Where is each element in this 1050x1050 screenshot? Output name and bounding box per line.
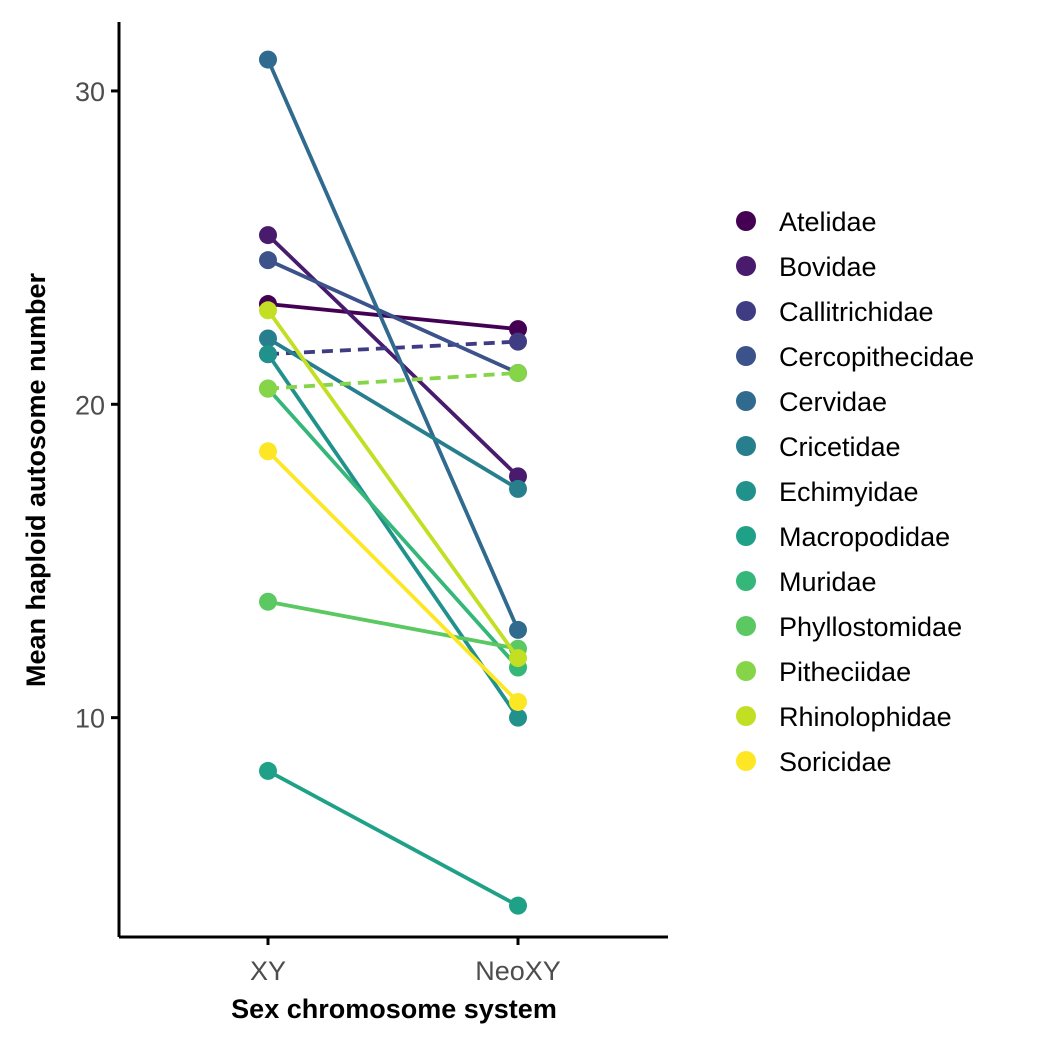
series-line: [267, 769, 519, 908]
series-rhinolophidae: [259, 301, 527, 668]
legend-label: Cricetidae: [779, 432, 901, 462]
legend-label: Pitheciidae: [779, 657, 911, 687]
legend-key: [736, 436, 756, 456]
legend-item: Echimyidae: [736, 477, 919, 507]
legend: Atelidae Bovidae Callitrichidae Cercopithec…: [736, 207, 974, 777]
data-point: [259, 251, 277, 270]
data-point: [509, 649, 527, 668]
legend-item: Atelidae: [736, 207, 877, 237]
legend-label: Soricidae: [779, 747, 892, 777]
series-line: [267, 371, 519, 391]
x-ticks: XY NeoXY: [250, 937, 561, 986]
data-point: [509, 479, 527, 498]
series-cercopithecidae: [259, 251, 527, 382]
y-tick-label: 20: [75, 390, 105, 420]
series-line: [266, 353, 520, 719]
legend-label: Rhinolophidae: [779, 702, 952, 732]
legend-label: Echimyidae: [779, 477, 919, 507]
series-line: [267, 258, 519, 375]
data-point: [509, 467, 527, 486]
legend-item: Soricidae: [736, 747, 892, 777]
legend-key: [736, 256, 756, 276]
series-echimyidae: [259, 345, 527, 727]
series-soricidae: [259, 442, 527, 711]
data-point: [259, 345, 277, 364]
data-point: [259, 329, 277, 348]
data-point: [509, 708, 527, 727]
legend-item: Muridae: [736, 567, 877, 597]
legend-key: [736, 211, 756, 231]
data-point: [259, 226, 277, 245]
legend-item: Rhinolophidae: [736, 702, 952, 732]
series-line: [266, 58, 520, 631]
data-point: [509, 896, 527, 915]
legend-label: Phyllostomidae: [779, 612, 962, 642]
legend-item: Cricetidae: [736, 432, 901, 462]
series-bovidae: [259, 226, 527, 486]
y-ticks: 10 20 30: [75, 77, 119, 734]
legend-label: Muridae: [779, 567, 877, 597]
x-tick-label: XY: [250, 956, 286, 986]
legend-key: [736, 571, 756, 591]
legend-item: Callitrichidae: [736, 297, 934, 327]
series-line: [267, 339, 519, 357]
legend-item: Pitheciidae: [736, 657, 911, 687]
series-line: [266, 233, 520, 478]
y-tick-label: 10: [75, 704, 105, 734]
series-line: [267, 336, 519, 491]
data-point: [259, 50, 277, 69]
legend-key: [736, 346, 756, 366]
legend-item: Macropodidae: [736, 522, 950, 552]
data-point: [259, 301, 277, 320]
x-axis-title: Sex chromosome system: [231, 994, 557, 1024]
series-pitheciidae: [259, 363, 527, 398]
legend-label: Cercopithecidae: [779, 342, 974, 372]
legend-key: [736, 301, 756, 321]
data-point: [509, 363, 527, 382]
data-point: [509, 332, 527, 351]
legend-item: Phyllostomidae: [736, 612, 962, 642]
series-cricetidae: [259, 329, 527, 498]
data-point: [259, 442, 277, 461]
y-tick-label: 30: [75, 77, 105, 107]
data-point: [259, 379, 277, 398]
series-line: [267, 599, 519, 651]
series-cervidae: [259, 50, 527, 639]
series-muridae: [259, 379, 527, 677]
legend-label: Bovidae: [779, 252, 877, 282]
series-layer: [259, 50, 527, 915]
series-line: [266, 449, 520, 704]
legend-key: [736, 481, 756, 501]
data-point: [509, 320, 527, 339]
axes: [117, 22, 668, 939]
legend-key: [736, 706, 756, 726]
legend-item: Bovidae: [736, 252, 877, 282]
data-point: [259, 592, 277, 611]
data-point: [509, 692, 527, 711]
series-line: [266, 387, 520, 669]
series-line: [266, 309, 520, 660]
legend-label: Callitrichidae: [779, 297, 934, 327]
data-point: [259, 761, 277, 780]
legend-key: [736, 616, 756, 636]
legend-label: Cervidae: [779, 387, 887, 417]
legend-label: Macropodidae: [779, 522, 950, 552]
series-macropodidae: [259, 761, 527, 915]
legend-item: Cervidae: [736, 387, 887, 417]
x-tick-label: NeoXY: [475, 956, 561, 986]
legend-key: [736, 751, 756, 771]
data-point: [509, 620, 527, 639]
legend-key: [736, 661, 756, 681]
y-axis-title: Mean haploid autosome number: [21, 272, 51, 687]
legend-key: [736, 526, 756, 546]
legend-item: Cercopithecidae: [736, 342, 974, 372]
legend-label: Atelidae: [779, 207, 877, 237]
legend-key: [736, 391, 756, 411]
series-phyllostomidae: [259, 592, 527, 658]
